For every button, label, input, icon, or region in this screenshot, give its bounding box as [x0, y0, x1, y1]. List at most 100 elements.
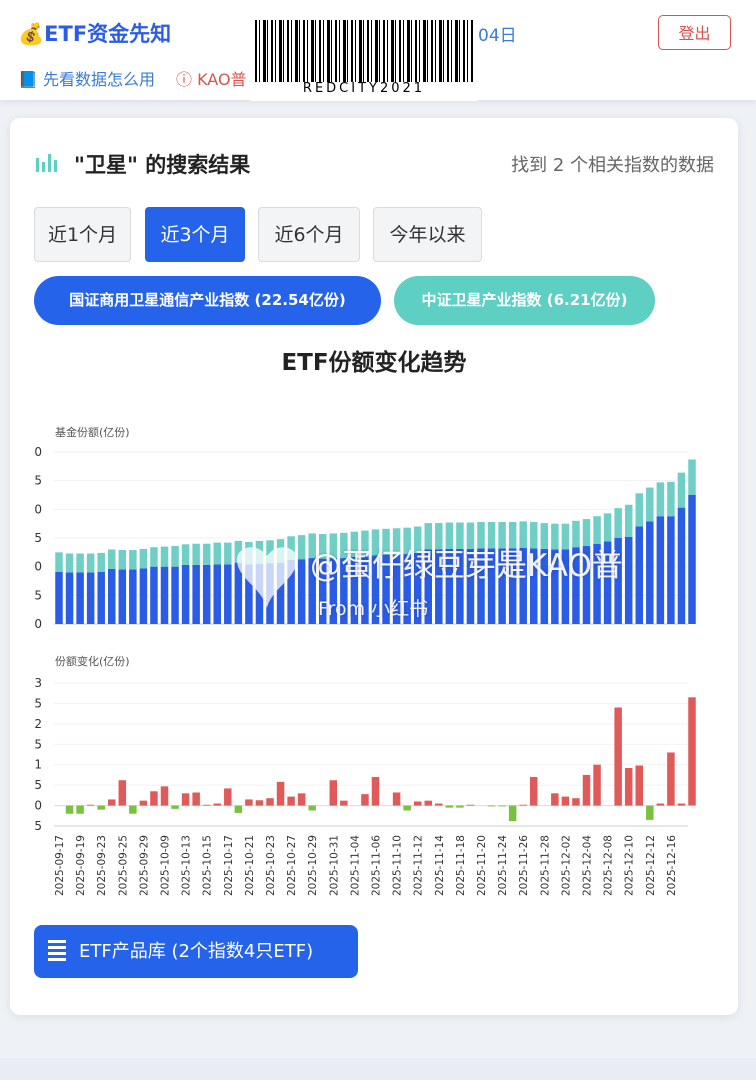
y-tick-label: 10 [27, 560, 42, 574]
bar-segment [508, 548, 517, 624]
bar-segment [97, 571, 105, 624]
y-axis-label: 基金份额(亿份) [55, 425, 130, 439]
y-tick-label: 0 [34, 799, 42, 813]
bar [677, 803, 686, 806]
bar [297, 793, 306, 806]
product-button-label[interactable]: ETF产品库 (2个指数4只ETF) [79, 941, 314, 962]
bar [266, 798, 274, 806]
bar-segment [635, 493, 643, 527]
bar-segment [677, 507, 686, 624]
bar-segment [371, 555, 380, 624]
bar [192, 792, 200, 806]
bar-segment [192, 564, 200, 624]
period-tab-active[interactable]: 近3个月 [145, 207, 245, 262]
bar-segment [667, 481, 675, 517]
index-pill[interactable]: 中证卫星产业指数 (6.21亿份) [394, 276, 655, 325]
period-tab[interactable]: 近6个月 [258, 207, 360, 262]
bar-segment [435, 549, 443, 624]
bar [340, 800, 348, 806]
bar [108, 799, 116, 806]
y-tick-label: 5 [34, 588, 42, 602]
bar-segment [435, 523, 443, 550]
x-tick-label: 2025-10-29 [307, 835, 319, 896]
bar-segment [350, 531, 359, 557]
y-tick-label: -0.5 [19, 819, 42, 833]
bar-segment [255, 563, 264, 624]
watermark-logo [237, 547, 297, 608]
bar-segment [424, 549, 432, 624]
bar-segment [540, 523, 549, 549]
bar [656, 803, 665, 806]
bar-segment [97, 552, 105, 572]
bar-segment [424, 523, 432, 550]
period-tab[interactable]: 近1个月 [34, 207, 131, 262]
bar-segment [224, 564, 232, 624]
bar [582, 774, 591, 806]
bar-segment [329, 533, 338, 559]
barcode-text: REDCITY2021 [302, 81, 426, 96]
bar [202, 804, 211, 806]
barcode: REDCITY2021 [250, 15, 478, 101]
bar [445, 805, 454, 808]
bar [255, 800, 264, 806]
x-tick-label: 2025-11-18 [455, 835, 467, 896]
bar-segment [329, 558, 338, 624]
index-pill-active[interactable]: 国证商用卫星通信产业指数 (22.54亿份) [34, 276, 381, 325]
brand[interactable]: 💰ETF资金先知 [18, 22, 172, 46]
bar-segment [319, 533, 327, 559]
x-tick-label: 2025-12-04 [582, 835, 594, 896]
x-tick-label: 2025-11-24 [497, 835, 509, 896]
kao-link[interactable]: ⓘ KAO普 [176, 70, 247, 89]
bar-segment [160, 566, 169, 624]
y-tick-label: 0 [34, 617, 42, 631]
bar-segment [646, 521, 654, 624]
bar-segment [171, 546, 179, 567]
bar [276, 781, 285, 806]
x-tick-label: 2025-09-17 [54, 835, 66, 896]
bar-segment [551, 549, 559, 624]
bar [224, 788, 232, 806]
bar-segment [456, 522, 464, 549]
bar-segment [519, 547, 527, 624]
bar [572, 798, 580, 806]
bar [371, 776, 380, 806]
bar-segment [403, 554, 411, 624]
chart-icon [36, 154, 57, 172]
y-tick-label: 1.5 [23, 737, 42, 751]
bar [667, 752, 675, 806]
bar-segment [118, 569, 127, 624]
bar-segment [150, 547, 158, 567]
bar-segment [245, 564, 253, 624]
bar-segment [171, 566, 179, 624]
product-button[interactable]: ETF产品库 (2个指数4只ETF) [34, 925, 358, 978]
bar-segment [297, 535, 306, 560]
help-link[interactable]: 📘 先看数据怎么用 [18, 70, 156, 89]
bar-segment [582, 546, 591, 624]
bar-segment [561, 523, 570, 550]
charts: 0 5 10 15 20 25 30 -0.5 0 0.5 1 1.5 2 2.5 3 基金份额(亿份) 份额… [19, 425, 696, 896]
bar-segment [234, 540, 243, 563]
bar-segment [551, 523, 559, 550]
bar-segment [382, 554, 390, 624]
bar-segment [614, 538, 622, 624]
x-tick-label: 2025-11-26 [518, 835, 530, 896]
bar [561, 796, 570, 806]
bar-segment [445, 548, 454, 624]
bar-segment [572, 520, 580, 548]
bar-segment [340, 558, 348, 624]
y-tick-label: 1 [34, 758, 42, 772]
bar-segment [667, 516, 675, 624]
logout-button[interactable]: 登出 [658, 15, 731, 50]
x-tick-label: 2025-10-27 [286, 835, 298, 896]
watermark-source: From 小红书 [318, 598, 429, 620]
period-tab[interactable]: 今年以来 [373, 207, 482, 262]
bar-segment [445, 522, 454, 549]
bar [181, 793, 190, 806]
bar-segment [350, 556, 359, 624]
bar-segment [456, 548, 464, 624]
x-tick-label: 2025-11-10 [392, 835, 404, 896]
bar-segment [181, 564, 190, 624]
footer-strip [0, 1058, 756, 1080]
bar-segment [308, 533, 316, 559]
date: 04日 [478, 26, 517, 46]
